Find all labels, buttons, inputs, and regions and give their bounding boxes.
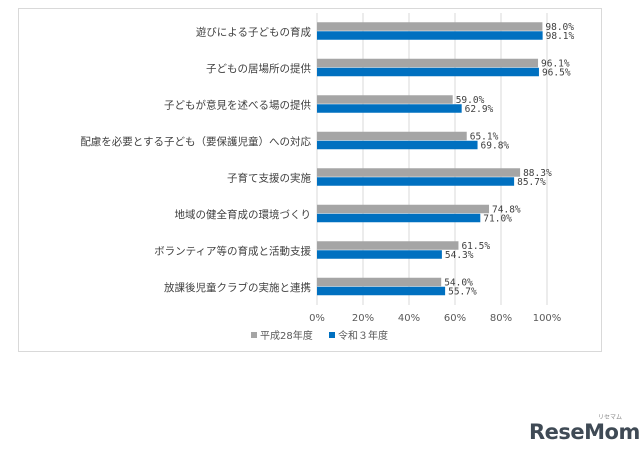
bar	[317, 22, 543, 31]
legend-label: 令和３年度	[338, 329, 388, 342]
data-label: 65.1%	[470, 131, 499, 142]
brand-subtitle: リセマム	[598, 414, 623, 421]
category-label: 子どもの居場所の提供	[206, 62, 311, 75]
x-tick-label: 20%	[352, 313, 374, 324]
data-label: 61.5%	[461, 241, 490, 252]
brand-logo: ReseMom	[529, 420, 640, 450]
bar	[317, 104, 462, 113]
bar	[317, 204, 490, 214]
data-label: 55.7%	[448, 286, 477, 297]
bar	[317, 250, 442, 259]
brand-name: ReseMom	[529, 420, 640, 444]
bar	[317, 131, 467, 141]
category-label: 地域の健全育成の環境づくり	[175, 208, 312, 221]
bar	[317, 58, 539, 68]
x-tick-label: 100%	[533, 313, 562, 324]
data-label: 88.3%	[523, 168, 552, 179]
bar-chart: 0% 20% 40% 60% 80% 100% 遊びによる子どもの育成 98.0%98.1% 子…	[80, 13, 575, 342]
data-label: 59.0%	[456, 95, 485, 106]
data-label: 98.0%	[545, 22, 574, 33]
category-label: 子どもが意見を述べる場の提供	[164, 98, 311, 111]
data-label: 54.3%	[445, 250, 474, 261]
chart-frame: 0% 20% 40% 60% 80% 100% 遊びによる子どもの育成 98.0% 98.1% 子…	[18, 8, 602, 352]
legend-swatch	[251, 332, 257, 338]
data-label: 62.9%	[465, 104, 494, 115]
x-tick-label: 60%	[444, 313, 466, 324]
bar	[317, 177, 515, 186]
legend-label: 平成28年度	[260, 329, 313, 342]
data-label: 74.8%	[492, 204, 521, 215]
legend-swatch	[329, 332, 335, 338]
category-label: 放課後児童クラブの実施と連携	[164, 281, 311, 294]
bar	[317, 277, 442, 287]
bar	[317, 213, 481, 223]
category-label: 配慮を必要とする子ども（要保護児童）への対応	[80, 135, 311, 148]
data-label: 96.5%	[542, 67, 571, 78]
category-label: 子育て支援の実施	[227, 171, 311, 184]
bar	[317, 168, 521, 177]
data-label: 69.8%	[481, 140, 510, 151]
bar	[317, 286, 446, 296]
bar	[317, 67, 539, 77]
bar	[317, 241, 459, 250]
data-label: 96.1%	[541, 58, 570, 69]
data-label: 54.0%	[444, 277, 473, 288]
bar	[317, 140, 478, 150]
data-label: 71.0%	[483, 213, 512, 224]
x-tick-label: 80%	[490, 313, 512, 324]
x-tick-label: 40%	[398, 313, 420, 324]
bar	[317, 31, 543, 40]
category-label: 遊びによる子どもの育成	[196, 25, 312, 38]
category-label: ボランティア等の育成と活動支援	[154, 244, 311, 257]
data-label: 85.7%	[517, 177, 546, 188]
x-tick-label: 0%	[309, 313, 325, 324]
bar	[317, 95, 453, 104]
data-label: 98.1%	[546, 31, 575, 42]
